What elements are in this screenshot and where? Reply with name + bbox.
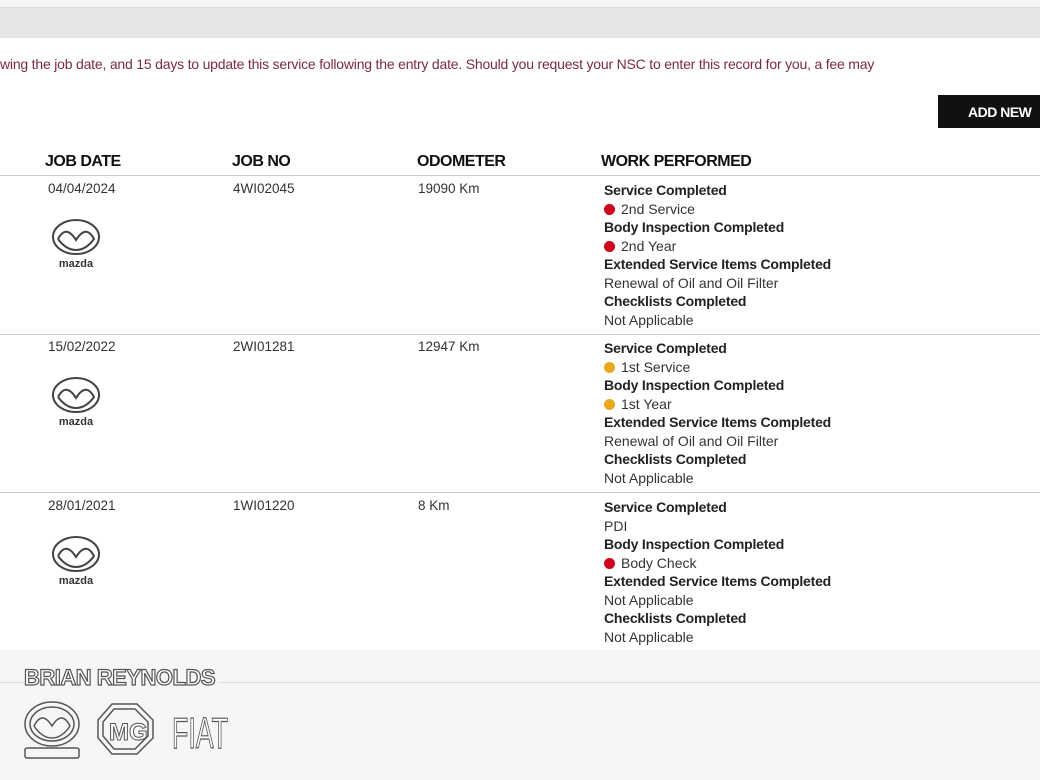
notice-text: wing the job date, and 15 days to update…: [0, 56, 875, 72]
table-row: 28/01/2021 1WI01220 8 Km mazda Service C…: [0, 493, 1040, 651]
row-divider: [0, 334, 1040, 335]
job-date: 04/04/2024: [48, 181, 116, 196]
work-line: Service Completed: [604, 339, 831, 358]
work-line-text: Body Inspection Completed: [604, 219, 785, 235]
col-work-performed: WORK PERFORMED: [601, 153, 752, 170]
svg-text:mazda: mazda: [59, 416, 94, 428]
odometer: 8 Km: [418, 498, 450, 513]
work-line-text: 1st Service: [621, 358, 691, 375]
work-line-text: Not Applicable: [604, 311, 694, 328]
work-line-text: Not Applicable: [604, 628, 694, 645]
work-performed: Service Completed 2nd Service Body Inspect…: [604, 181, 831, 329]
svg-text:mazda: mazda: [59, 258, 94, 270]
red-status-dot-icon: [604, 240, 615, 252]
work-line-text: Checklists Completed: [604, 293, 747, 309]
mazda-logo-icon: [24, 701, 80, 759]
work-performed: Service Completed 1st Service Body Inspect…: [604, 339, 831, 487]
work-line: Not Applicable: [604, 591, 831, 610]
work-line-text: Renewal of Oil and Oil Filter: [604, 274, 779, 291]
work-line: Renewal of Oil and Oil Filter: [604, 432, 831, 451]
work-line-text: 2nd Service: [621, 200, 695, 217]
footer-brand-logos: MG FIAT: [24, 701, 229, 759]
odometer: 12947 Km: [418, 339, 480, 354]
work-line: Body Check: [604, 554, 831, 573]
brand-logo-text: BRIAN REYNOLDS: [23, 664, 220, 691]
job-no: 4WI02045: [233, 181, 295, 196]
work-line: Extended Service Items Completed: [604, 255, 831, 274]
work-line-text: Body Check: [621, 554, 697, 571]
work-line-text: Service Completed: [604, 340, 727, 356]
amber-status-dot-icon: [604, 398, 615, 410]
work-line: Body Inspection Completed: [604, 535, 831, 554]
table-row: 15/02/2022 2WI01281 12947 Km mazda Servi…: [0, 334, 1040, 493]
amber-status-dot-icon: [604, 361, 615, 373]
work-line: 2nd Service: [604, 200, 831, 219]
table-row: 04/04/2024 4WI02045 19090 Km mazda Servi…: [0, 176, 1040, 335]
red-status-dot-icon: [604, 557, 615, 569]
header-divider: [0, 175, 1040, 176]
work-line: Renewal of Oil and Oil Filter: [604, 274, 831, 293]
fiat-logo-icon: FIAT: [172, 709, 228, 758]
work-line-text: Extended Service Items Completed: [604, 573, 832, 589]
work-line: Not Applicable: [604, 628, 831, 647]
work-performed: Service Completed PDI Body Inspection Comp…: [604, 498, 831, 646]
work-line-text: Checklists Completed: [604, 451, 747, 467]
footer-divider: [0, 682, 1040, 683]
work-line-text: Extended Service Items Completed: [604, 256, 832, 272]
odometer: 19090 Km: [418, 181, 480, 196]
work-line: Checklists Completed: [604, 292, 831, 311]
mazda-logo-icon: mazda: [48, 218, 104, 270]
svg-text:MG: MG: [109, 719, 148, 746]
work-line: Service Completed: [604, 181, 831, 200]
top-bar: [0, 0, 1040, 8]
work-line: Checklists Completed: [604, 450, 831, 469]
job-no: 2WI01281: [233, 339, 295, 354]
mazda-logo-icon: mazda: [48, 535, 104, 587]
work-line: Body Inspection Completed: [604, 376, 831, 395]
work-line-text: PDI: [604, 517, 628, 534]
work-line: Not Applicable: [604, 469, 831, 488]
work-line: Checklists Completed: [604, 609, 831, 628]
job-date: 15/02/2022: [48, 339, 116, 354]
col-job-no: JOB NO: [232, 153, 291, 170]
work-line: Service Completed: [604, 498, 831, 517]
work-line: Extended Service Items Completed: [604, 572, 831, 591]
work-line-text: 1st Year: [621, 395, 672, 412]
work-line-text: Not Applicable: [604, 591, 694, 608]
add-new-button[interactable]: ADD NEW: [938, 95, 1040, 128]
work-line: PDI: [604, 517, 831, 536]
mg-logo-icon: MG: [97, 703, 154, 755]
work-line: 1st Year: [604, 395, 831, 414]
red-status-dot-icon: [604, 203, 615, 215]
work-line-text: 2nd Year: [621, 237, 677, 254]
work-line-text: Service Completed: [604, 182, 727, 198]
col-job-date: JOB DATE: [45, 153, 121, 170]
work-line: Not Applicable: [604, 311, 831, 330]
work-line-text: Renewal of Oil and Oil Filter: [604, 432, 779, 449]
svg-text:mazda: mazda: [59, 575, 94, 587]
mazda-logo-icon: mazda: [48, 376, 104, 428]
job-date: 28/01/2021: [48, 498, 116, 513]
job-no: 1WI01220: [233, 498, 295, 513]
row-divider: [0, 492, 1040, 493]
header-band: [0, 8, 1040, 38]
work-line-text: Not Applicable: [604, 469, 694, 486]
col-odometer: ODOMETER: [417, 153, 506, 170]
work-line: 2nd Year: [604, 237, 831, 256]
work-line-text: Body Inspection Completed: [604, 377, 785, 393]
work-line-text: Service Completed: [604, 499, 727, 515]
work-line-text: Body Inspection Completed: [604, 536, 785, 552]
work-line: 1st Service: [604, 358, 831, 377]
work-line: Body Inspection Completed: [604, 218, 831, 237]
work-line-text: Extended Service Items Completed: [604, 414, 832, 430]
work-line: Extended Service Items Completed: [604, 413, 831, 432]
work-line-text: Checklists Completed: [604, 610, 747, 626]
